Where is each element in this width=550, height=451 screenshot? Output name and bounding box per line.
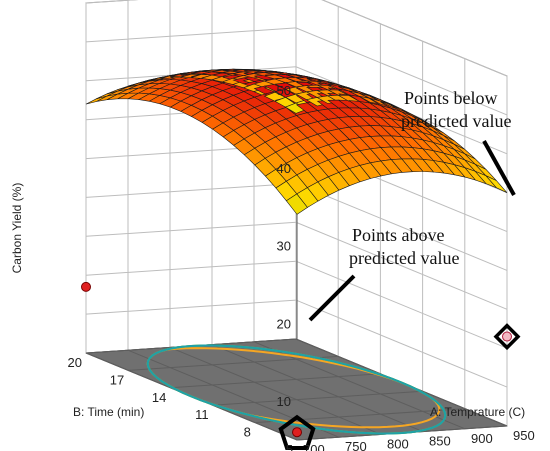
tick-label: 30 [277,239,291,254]
tick-label: 10 [277,394,291,409]
annotation-below-line2: predicted value [401,111,511,131]
tick-label: 8 [244,425,251,440]
annotation-above-pointer [308,274,356,322]
response-surface [85,68,508,215]
annotation-below: Points below predicted value [401,88,516,196]
z-axis-label: Carbon Yield (%) [10,183,24,274]
design-point-marker [278,414,316,450]
tick-label: 850 [429,434,451,449]
surface-patch [485,175,508,193]
z-gridline [85,0,508,77]
axis-ticks: 10 20 30 40 50 700 750 800 850 900 950 5 8 11 14 17 20 [68,83,535,451]
tick-label: 11 [195,407,209,422]
floor-gridline [212,390,423,406]
tick-label: 750 [345,439,367,451]
annotation-above-line2: predicted value [349,248,459,268]
design-point [81,281,91,292]
back-wall [85,0,297,354]
tick-label: 950 [513,428,535,443]
tick-label: 14 [152,390,166,405]
tick-label: 20 [68,355,82,370]
tick-label: 900 [471,431,493,446]
design-point [502,331,512,342]
floor-gridline [211,344,424,433]
tick-label: 800 [387,436,409,451]
tick-label: 700 [303,442,325,451]
design-point-marker [493,323,521,351]
tick-label: 50 [277,83,291,98]
floor-gridline [170,373,381,389]
x-axis-label: A: Temprature (C) [430,405,525,419]
annotation-above: Points above predicted value [308,225,459,322]
annotation-below-pointer [482,140,516,196]
tick-label: 40 [277,161,291,176]
floor-gridline [169,346,382,435]
z-gridline [85,221,508,310]
contour-line [146,344,447,435]
annotation-above-line1: Points above [352,225,445,245]
design-points [81,281,521,450]
tick-label: 17 [110,372,124,387]
z-gridline [85,27,508,116]
z-gridline [85,260,508,349]
y-axis-label: B: Time (min) [73,405,144,419]
floor-gridline [128,355,339,371]
floor-contours [146,344,447,435]
design-point [292,427,302,438]
z-gridline [85,299,508,388]
annotation-below-line1: Points below [404,88,498,108]
tick-label: 5 [286,442,293,451]
tick-label: 20 [277,316,291,331]
z-gridline [85,66,508,155]
